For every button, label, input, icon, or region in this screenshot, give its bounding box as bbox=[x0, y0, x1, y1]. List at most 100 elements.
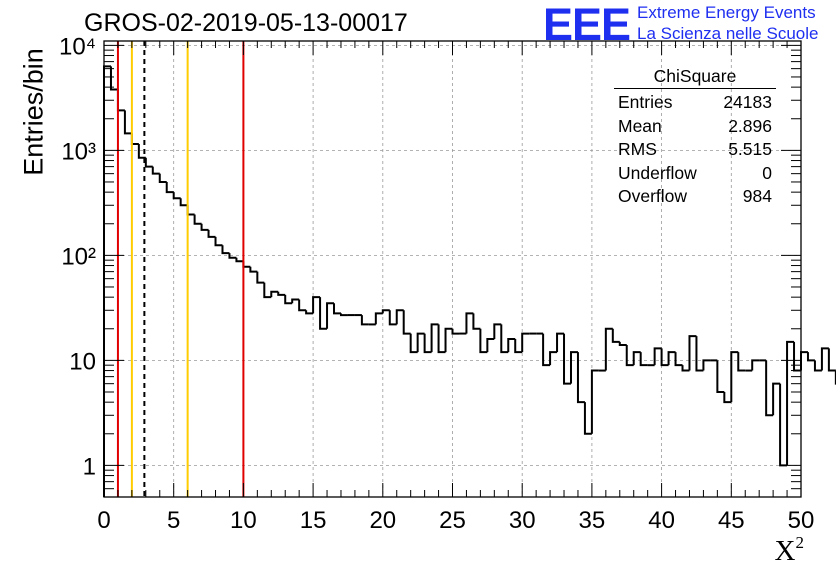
histogram-bin bbox=[409, 333, 418, 354]
histogram-bin bbox=[563, 333, 571, 385]
histogram-bin bbox=[590, 369, 599, 434]
histogram-bin bbox=[423, 333, 432, 354]
histogram-bin bbox=[660, 348, 669, 367]
x-axis-label: X2 bbox=[774, 533, 805, 567]
histogram-bin bbox=[618, 341, 627, 347]
histogram-bin bbox=[507, 337, 516, 353]
histogram-bin bbox=[165, 181, 174, 194]
histogram-bin bbox=[556, 332, 565, 353]
histogram-bin bbox=[800, 351, 808, 371]
x-tick-label: 30 bbox=[509, 507, 536, 534]
histogram-bin bbox=[186, 205, 195, 216]
x-tick-label: 5 bbox=[167, 507, 180, 534]
histogram-bin bbox=[235, 257, 244, 263]
stats-label: Mean bbox=[618, 115, 662, 136]
histogram-bin bbox=[688, 335, 697, 371]
histogram-bin bbox=[681, 365, 690, 372]
stats-label: Underflow bbox=[618, 162, 697, 183]
histogram-bin bbox=[158, 173, 167, 183]
histogram-bin bbox=[284, 294, 293, 305]
histogram-bin bbox=[604, 327, 613, 371]
histogram-bin bbox=[339, 313, 348, 317]
histogram-bin bbox=[179, 198, 188, 207]
x-tick-label: 0 bbox=[97, 507, 110, 534]
x-tick-label: 35 bbox=[579, 507, 606, 534]
histogram-bin bbox=[569, 351, 578, 384]
stats-row-underflow: Underflow 0 bbox=[612, 163, 782, 187]
histogram-bin bbox=[430, 323, 439, 353]
run-title: GROS-02-2019-05-13-00017 bbox=[84, 9, 408, 37]
eee-logo: EEE bbox=[543, 0, 631, 50]
y-tick-label: 10² bbox=[61, 243, 96, 270]
histogram-bin bbox=[820, 347, 829, 371]
histogram-bin bbox=[674, 352, 683, 367]
histogram-bin bbox=[493, 323, 502, 339]
histogram-bin bbox=[109, 66, 118, 91]
histogram-bin bbox=[388, 310, 397, 326]
histogram-bin bbox=[813, 360, 822, 372]
histogram-bin bbox=[806, 352, 815, 362]
stats-value: 2.896 bbox=[728, 115, 772, 136]
histogram-bin bbox=[172, 192, 181, 200]
stats-title: ChiSquare bbox=[614, 66, 776, 89]
histogram-bin bbox=[137, 143, 146, 159]
stats-row-overflow: Overflow 984 bbox=[612, 186, 782, 210]
histogram-bin bbox=[130, 133, 139, 145]
histogram-bin bbox=[214, 236, 223, 247]
histogram-bin bbox=[374, 312, 383, 325]
stats-value: 24183 bbox=[723, 92, 772, 112]
histogram-bin bbox=[144, 157, 153, 168]
histogram-bin bbox=[249, 266, 258, 273]
histogram-bin bbox=[277, 291, 286, 296]
histogram-bin bbox=[653, 347, 662, 366]
y-tick-label: 10 bbox=[69, 348, 96, 375]
histogram-bin bbox=[228, 253, 237, 259]
histogram-bin bbox=[451, 328, 460, 335]
x-tick-label: 45 bbox=[718, 507, 745, 534]
histogram-bin bbox=[500, 324, 509, 354]
histogram-bin bbox=[291, 298, 300, 304]
x-tick-label: 15 bbox=[300, 507, 327, 534]
x-axis-label-exponent: 2 bbox=[795, 533, 805, 552]
histogram-bin bbox=[151, 166, 160, 175]
ticks-layer bbox=[103, 41, 802, 498]
x-tick-label: 50 bbox=[788, 507, 815, 534]
histogram-bin bbox=[667, 351, 676, 366]
histogram-bin bbox=[730, 351, 739, 403]
marker-lines-layer bbox=[116, 41, 245, 497]
histogram-bin bbox=[611, 328, 620, 343]
histogram-bin bbox=[583, 402, 592, 435]
histogram-bin bbox=[402, 310, 411, 335]
y-tick-label: 1 bbox=[83, 453, 96, 480]
histogram-bin bbox=[786, 340, 795, 466]
histogram-bin bbox=[486, 337, 495, 353]
histogram-bin bbox=[716, 360, 725, 393]
histogram-bin bbox=[437, 324, 446, 354]
histogram-bin bbox=[360, 315, 369, 326]
histogram-bin bbox=[381, 309, 390, 314]
histogram-bin bbox=[242, 261, 251, 268]
histogram-bin bbox=[103, 65, 111, 497]
histogram-bin bbox=[827, 348, 836, 372]
histogram-bin bbox=[298, 299, 307, 312]
histogram-bin bbox=[270, 290, 279, 298]
histogram-bin bbox=[751, 359, 760, 371]
stats-value: 0 bbox=[762, 162, 772, 183]
stats-value: 984 bbox=[742, 186, 772, 206]
y-axis-label: Entries/bin bbox=[18, 48, 49, 176]
stats-value: 5.515 bbox=[728, 139, 772, 159]
histogram-bin bbox=[305, 310, 314, 315]
tick-labels-layer: 0 5 10 15 20 25 30 35 40 45 50 1 10 10² 10³ 10⁴ bbox=[59, 33, 814, 534]
logo-caption-line2: La Scienza nelle Scuole bbox=[637, 24, 819, 43]
y-tick-label: 10³ bbox=[61, 138, 96, 165]
histogram-bin bbox=[702, 359, 711, 371]
stats-label: Entries bbox=[618, 92, 673, 112]
histogram-bin bbox=[695, 336, 704, 372]
histogram-bin bbox=[737, 352, 746, 372]
histogram-bin bbox=[123, 110, 132, 135]
histogram-bin bbox=[765, 360, 774, 417]
x-tick-label: 25 bbox=[439, 507, 466, 534]
x-tick-label: 20 bbox=[369, 507, 396, 534]
histogram-bin bbox=[326, 302, 335, 329]
